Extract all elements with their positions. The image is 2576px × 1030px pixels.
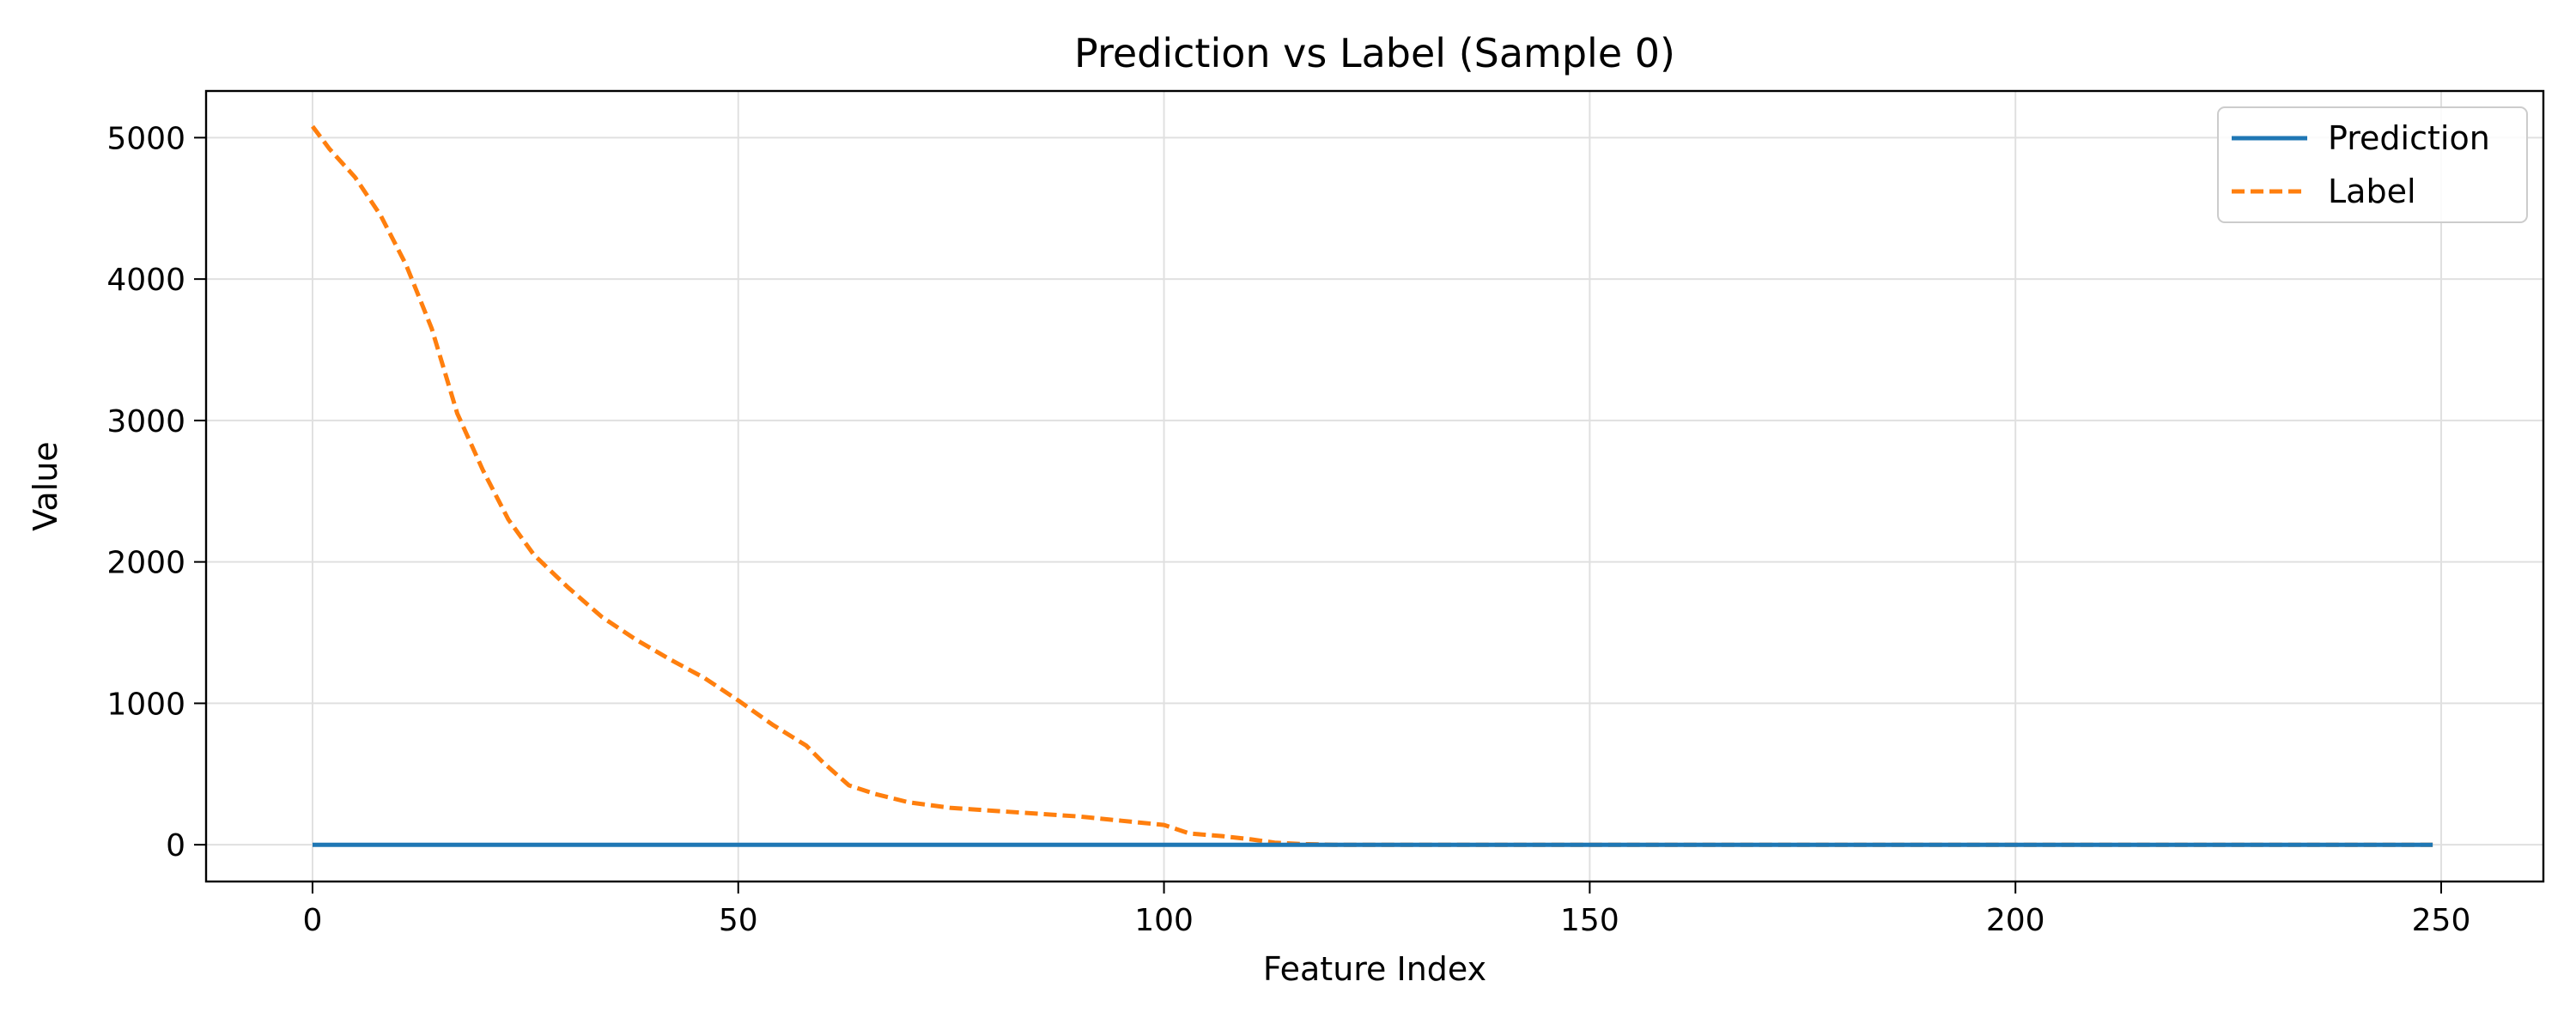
series-lines xyxy=(311,124,2433,847)
x-tick-label: 50 xyxy=(719,903,758,938)
legend: Prediction Label xyxy=(2217,106,2528,223)
y-tick-label: 2000 xyxy=(106,546,185,581)
chart-title: Prediction vs Label (Sample 0) xyxy=(1074,30,1675,76)
y-axis-label: Value xyxy=(27,441,64,530)
x-tick-label: 250 xyxy=(2412,903,2471,938)
x-tick-label: 200 xyxy=(1986,903,2045,938)
y-tick-label: 1000 xyxy=(106,687,185,722)
legend-label-prediction: Prediction xyxy=(2328,119,2490,157)
x-tick-label: 100 xyxy=(1134,903,1194,938)
x-axis-label: Feature Index xyxy=(1263,950,1486,988)
y-tick-label: 4000 xyxy=(106,263,185,298)
series-line-label xyxy=(311,124,2433,847)
y-tick-label: 5000 xyxy=(106,121,185,156)
y-tick-label: 0 xyxy=(166,828,185,863)
x-tick-label: 0 xyxy=(302,903,322,938)
x-tick-label: 150 xyxy=(1560,903,1619,938)
grid xyxy=(206,91,2543,882)
axis-ticks: 0 50 100 150 200 250 0 1000 2000 3000 4000 5000 xyxy=(106,121,2470,938)
legend-label-label: Label xyxy=(2328,173,2416,210)
y-tick-label: 3000 xyxy=(106,404,185,439)
plot-frame xyxy=(204,89,2545,883)
